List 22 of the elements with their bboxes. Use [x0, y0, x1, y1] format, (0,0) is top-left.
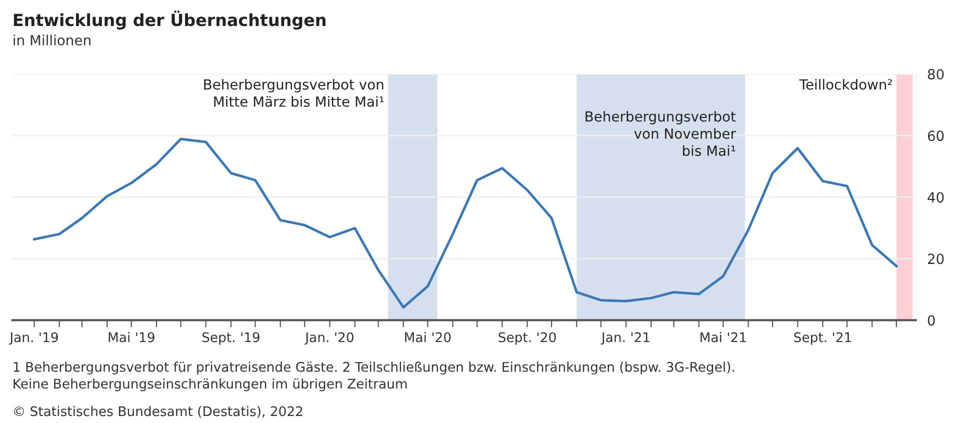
x-tick-label: Mai '21	[700, 332, 746, 342]
y-tick-label: 0	[928, 315, 935, 326]
y-tick-label: 40	[928, 192, 944, 203]
band-label: Beherbergungsverbot von Mitte März bis Mitte Mai¹	[204, 78, 384, 107]
x-tick-label: Jan. '19	[9, 332, 58, 345]
x-tick-label: Mai '19	[108, 332, 154, 342]
line-series	[33, 138, 898, 309]
band-label: Beherbergungsverbot von November bis Mai¹	[586, 110, 736, 156]
band-label: Teillockdown²	[799, 78, 892, 90]
x-tick-label: Mai '20	[405, 332, 451, 342]
y-tick-label: 20	[928, 254, 944, 264]
chart-title: Entwicklung der Übernachtungen	[14, 10, 326, 30]
x-tick-label: Jan. '20	[304, 332, 354, 345]
y-tick-label: 60	[928, 130, 944, 142]
x-tick-label: Sept. '19	[202, 332, 260, 345]
x-tick-label: Sept. '20	[498, 332, 556, 345]
x-tick-label: Jan. '21	[600, 332, 650, 345]
y-tick-label: 80	[928, 68, 944, 80]
x-tick-label: Sept. '21	[794, 332, 851, 345]
chart-subtitle: in Millionen	[14, 34, 90, 46]
text: 1 Beherbergungsverbot für privatreisende Gäste. 2 Teilschließungen bzw. Einschränkungen (bspw. 3G-Regel). Keine Beherbergungseinschränkungen im übrigen Zeitraum	[14, 362, 734, 392]
text: © Statistisches Bundesamt (Destatis), 2022	[14, 406, 302, 418]
